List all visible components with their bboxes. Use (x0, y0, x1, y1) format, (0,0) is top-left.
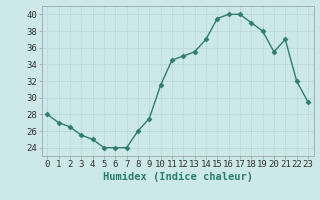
X-axis label: Humidex (Indice chaleur): Humidex (Indice chaleur) (103, 172, 252, 182)
